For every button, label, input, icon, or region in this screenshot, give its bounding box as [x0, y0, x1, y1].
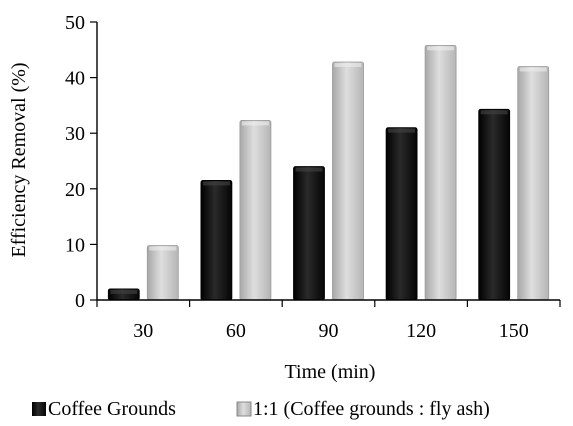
- bar-top-highlight: [295, 167, 323, 172]
- bar-top-highlight: [110, 289, 138, 294]
- legend: Coffee Grounds 1:1 (Coffee grounds : fly…: [32, 398, 490, 420]
- bar-coffee-grounds-60: [200, 180, 233, 301]
- bar-top-highlight: [388, 128, 416, 133]
- y-tick-label: 40: [65, 68, 85, 90]
- bar-top-highlight: [427, 46, 455, 51]
- bar-coffee-grounds-150: [478, 108, 511, 301]
- legend-swatch-coffee-grounds: [32, 402, 46, 416]
- bar-coffee-grounds-fly-ash-90: [332, 61, 364, 301]
- bar-coffee-grounds-fly-ash-150: [517, 66, 550, 301]
- y-tick-label: 20: [65, 179, 85, 201]
- legend-label-coffee-grounds-fly-ash: 1:1 (Coffee grounds : fly ash): [253, 398, 490, 420]
- bars: [107, 44, 550, 301]
- bar-top-highlight: [149, 246, 177, 251]
- y-tick-label: 30: [65, 123, 85, 145]
- x-axis-ticks: 30 60 90 120 150: [96, 300, 561, 342]
- bar-coffee-grounds-fly-ash-120: [424, 44, 457, 301]
- bar-coffee-grounds-fly-ash-30: [146, 245, 179, 301]
- x-tick-label: 150: [499, 320, 529, 342]
- x-tick-label: 120: [406, 320, 436, 342]
- y-tick-label: 0: [75, 290, 85, 312]
- legend-swatch-coffee-grounds-fly-ash: [236, 401, 252, 417]
- x-axis-title: Time (min): [285, 361, 376, 383]
- x-tick-label: 90: [319, 320, 339, 342]
- bar-coffee-grounds-fly-ash-60: [239, 120, 272, 301]
- bar-top-highlight: [519, 67, 547, 72]
- legend-label-coffee-grounds: Coffee Grounds: [48, 398, 176, 420]
- y-axis-title: Efficiency Removal (%): [8, 62, 30, 257]
- bar-coffee-grounds-90: [293, 166, 325, 301]
- bar-top-highlight: [241, 121, 269, 126]
- x-tick-label: 30: [133, 320, 153, 342]
- bar-top-highlight: [480, 110, 508, 115]
- bar-coffee-grounds-120: [385, 127, 418, 301]
- bar-top-highlight: [202, 181, 230, 186]
- bar-top-highlight: [334, 63, 362, 68]
- x-tick-label: 60: [226, 320, 246, 342]
- y-tick-label: 10: [65, 234, 85, 256]
- y-axis-ticks: 0 10 20 30 40 50: [65, 12, 97, 312]
- axes: [96, 22, 560, 301]
- y-tick-label: 50: [65, 12, 85, 34]
